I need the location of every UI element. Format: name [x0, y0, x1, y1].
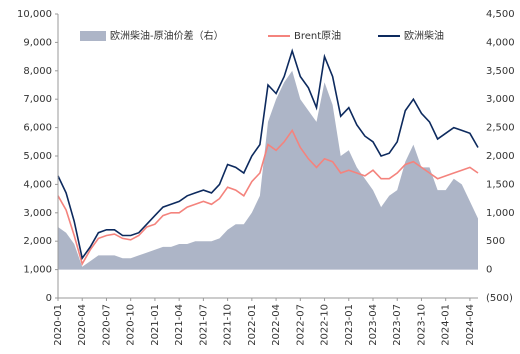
x-tick-label: 2022-07 — [295, 304, 306, 346]
y-tick-label: 10,000 — [17, 9, 52, 20]
x-tick-label: 2020-01 — [53, 304, 64, 346]
y-tick-label: 1,000 — [23, 265, 52, 276]
x-tick-label: 2021-01 — [150, 304, 161, 346]
y2-tick-label: 4,500 — [486, 9, 515, 20]
legend-label: 欧洲柴油-原油价差（右） — [110, 29, 224, 42]
legend-label: Brent原油 — [294, 29, 341, 42]
x-tick-label: 2023-01 — [344, 304, 355, 346]
x-tick-label: 2024-01 — [441, 304, 452, 346]
x-tick-label: 2023-04 — [368, 304, 379, 346]
x-tick-label: 2024-04 — [465, 304, 476, 346]
y-tick-label: 8,000 — [23, 66, 52, 77]
y-tick-label: 5,000 — [23, 151, 52, 162]
plot — [57, 48, 479, 270]
y2-tick-label: (500) — [486, 293, 513, 304]
x-tick-label: 2020-10 — [126, 304, 137, 346]
y-tick-label: 9,000 — [23, 37, 52, 48]
y2-tick-label: 2,500 — [486, 123, 515, 134]
y2-tick-label: 4,000 — [486, 37, 515, 48]
x-tick-label: 2021-07 — [198, 304, 209, 346]
y2-tick-label: 2,000 — [486, 151, 515, 162]
x-tick-label: 2022-01 — [247, 304, 258, 346]
y-tick-label: 0 — [46, 293, 52, 304]
x-tick-label: 2023-07 — [392, 304, 403, 346]
y-tick-label: 2,000 — [23, 236, 52, 247]
line — [57, 48, 479, 261]
y-tick-label: 3,000 — [23, 208, 52, 219]
y2-tick-label: 3,500 — [486, 66, 515, 77]
y2-tick-label: 500 — [486, 236, 505, 247]
y2-tick-label: 0 — [486, 265, 492, 276]
x-tick-label: 2022-10 — [320, 304, 331, 346]
y-tick-label: 7,000 — [23, 94, 52, 105]
y2-tick-label: 3,000 — [486, 94, 515, 105]
x-tick-label: 2021-04 — [174, 304, 185, 346]
x-tick-label: 2020-07 — [101, 304, 112, 346]
line — [57, 128, 479, 266]
legend-swatch — [80, 31, 106, 41]
y-tick-label: 6,000 — [23, 123, 52, 134]
y2-tick-label: 1,000 — [486, 208, 515, 219]
x-tick-label: 2021-10 — [223, 304, 234, 346]
x-tick-label: 2020-04 — [77, 304, 88, 346]
legend-label: 欧洲柴油 — [404, 29, 444, 42]
x-tick-label: 2022-04 — [271, 304, 282, 346]
area — [58, 70, 478, 270]
x-tick-label: 2023-10 — [416, 304, 427, 346]
y2-tick-label: 1,500 — [486, 179, 515, 190]
y-tick-label: 4,000 — [23, 179, 52, 190]
